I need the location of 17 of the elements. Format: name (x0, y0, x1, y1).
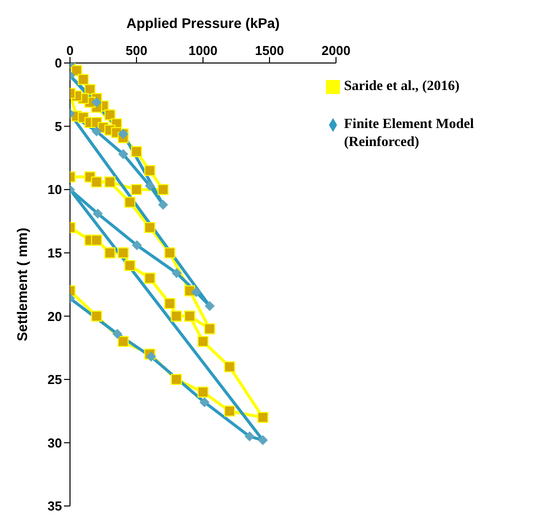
x-tick-label: 1000 (188, 43, 218, 58)
y-tick-label: 30 (48, 435, 62, 450)
y-tick-label: 10 (48, 182, 62, 198)
x-axis-title: Applied Pressure (kPa) (126, 14, 280, 31)
y-axis-title: Settlement ( mm) (14, 228, 30, 342)
y-tick-label: 0 (54, 56, 62, 71)
y-tick-label: 35 (48, 498, 62, 514)
y-tick-label: 25 (48, 372, 62, 388)
legend-label: Finite Element Model (Reinforced) (344, 116, 475, 152)
x-tick-label: 500 (126, 43, 148, 58)
x-tick-label: 1500 (255, 43, 284, 58)
legend-label: Saride et al., (2016) (344, 78, 460, 96)
x-tick-label: 0 (66, 43, 74, 58)
x-tick-label: 2000 (322, 43, 350, 58)
y-tick-label: 20 (48, 308, 62, 324)
y-tick-label: 15 (48, 245, 62, 260)
y-tick-label: 5 (54, 118, 62, 134)
